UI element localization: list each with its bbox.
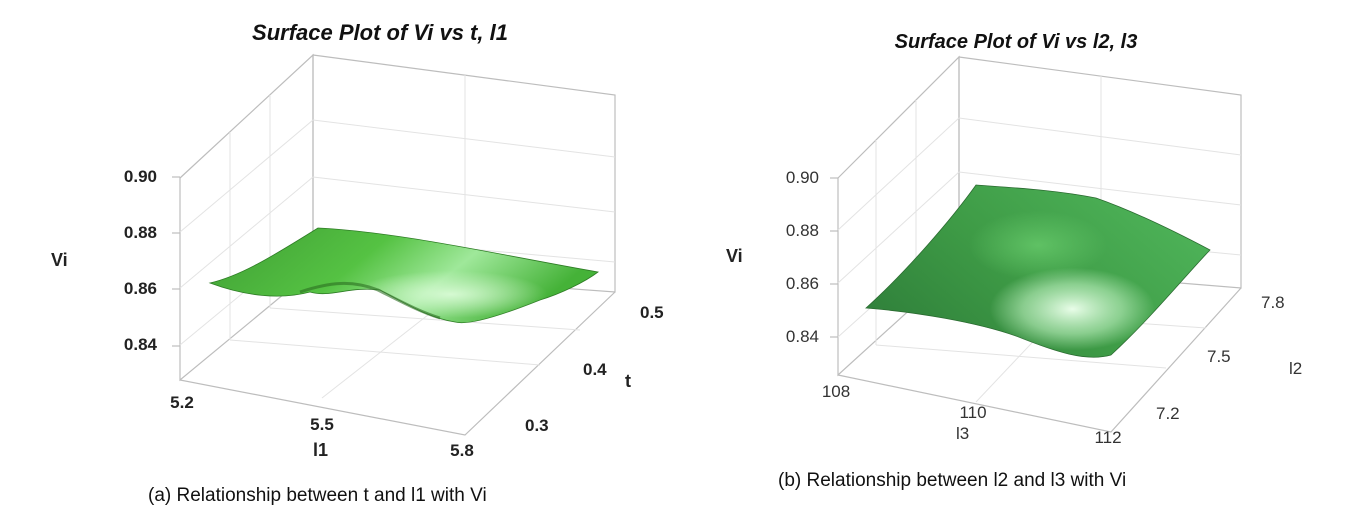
chart-a-x-label: l1 bbox=[313, 440, 328, 460]
chart-b-z-tick: 0.88 bbox=[786, 221, 819, 240]
chart-a-title: Surface Plot of Vi vs t, l1 bbox=[252, 20, 508, 45]
chart-b-x-label: l3 bbox=[956, 424, 969, 443]
chart-a-z-tick: 0.84 bbox=[124, 335, 158, 354]
chart-a-y-tick: 0.4 bbox=[583, 360, 607, 379]
chart-b-x-tick: 112 bbox=[1094, 428, 1121, 447]
chart-b-z-ticks: 0.90 0.88 0.86 0.84 bbox=[786, 168, 838, 346]
chart-b-x-tick: 110 bbox=[959, 403, 986, 422]
chart-a-y-tick: 0.3 bbox=[525, 416, 549, 435]
chart-a-z-tick: 0.88 bbox=[124, 223, 157, 242]
chart-a-z-tick: 0.86 bbox=[124, 279, 157, 298]
chart-b-y-tick: 7.5 bbox=[1207, 347, 1231, 366]
chart-a-y-ticks: 0.3 0.4 0.5 bbox=[525, 303, 664, 435]
chart-a-y-label: t bbox=[625, 371, 631, 391]
chart-panel-b: Surface Plot of Vi vs l2, l3 bbox=[676, 0, 1352, 521]
chart-b-z-tick: 0.86 bbox=[786, 274, 819, 293]
chart-a-x-tick: 5.5 bbox=[310, 415, 334, 434]
chart-a-x-tick: 5.8 bbox=[450, 441, 474, 460]
chart-a-y-tick: 0.5 bbox=[640, 303, 664, 322]
chart-a-caption: (a) Relationship between t and l1 with V… bbox=[148, 485, 487, 506]
chart-b-y-tick: 7.8 bbox=[1261, 293, 1285, 312]
chart-panel-a: Surface Plot of Vi vs t, l1 bbox=[51, 20, 664, 506]
chart-b-title: Surface Plot of Vi vs l2, l3 bbox=[895, 31, 1138, 53]
chart-b-x-tick: 108 bbox=[822, 382, 850, 401]
chart-b-z-tick: 0.90 bbox=[786, 168, 819, 187]
chart-b-z-tick: 0.84 bbox=[786, 327, 819, 346]
chart-b-y-tick: 7.2 bbox=[1156, 404, 1180, 423]
chart-b-caption: (b) Relationship between l2 and l3 with … bbox=[778, 470, 1127, 491]
chart-b-z-label: Vi bbox=[726, 246, 743, 266]
chart-a-surface bbox=[208, 227, 599, 324]
chart-a-x-ticks: 5.2 5.5 5.8 bbox=[170, 393, 474, 460]
chart-b-x-ticks: 108 110 112 bbox=[822, 382, 1122, 447]
chart-a-z-ticks: 0.90 0.88 0.86 0.84 bbox=[124, 167, 180, 354]
chart-b-svg: Surface Plot of Vi vs l2, l3 bbox=[726, 31, 1302, 447]
chart-b-y-label: l2 bbox=[1289, 359, 1302, 378]
chart-a-z-tick: 0.90 bbox=[124, 167, 157, 186]
chart-a-x-tick: 5.2 bbox=[170, 393, 194, 412]
chart-b-y-ticks: 7.2 7.5 7.8 bbox=[1156, 293, 1285, 423]
chart-a-svg: Surface Plot of Vi vs t, l1 bbox=[51, 20, 664, 460]
chart-a-z-label: Vi bbox=[51, 250, 68, 270]
chart-b-surface bbox=[865, 184, 1211, 358]
